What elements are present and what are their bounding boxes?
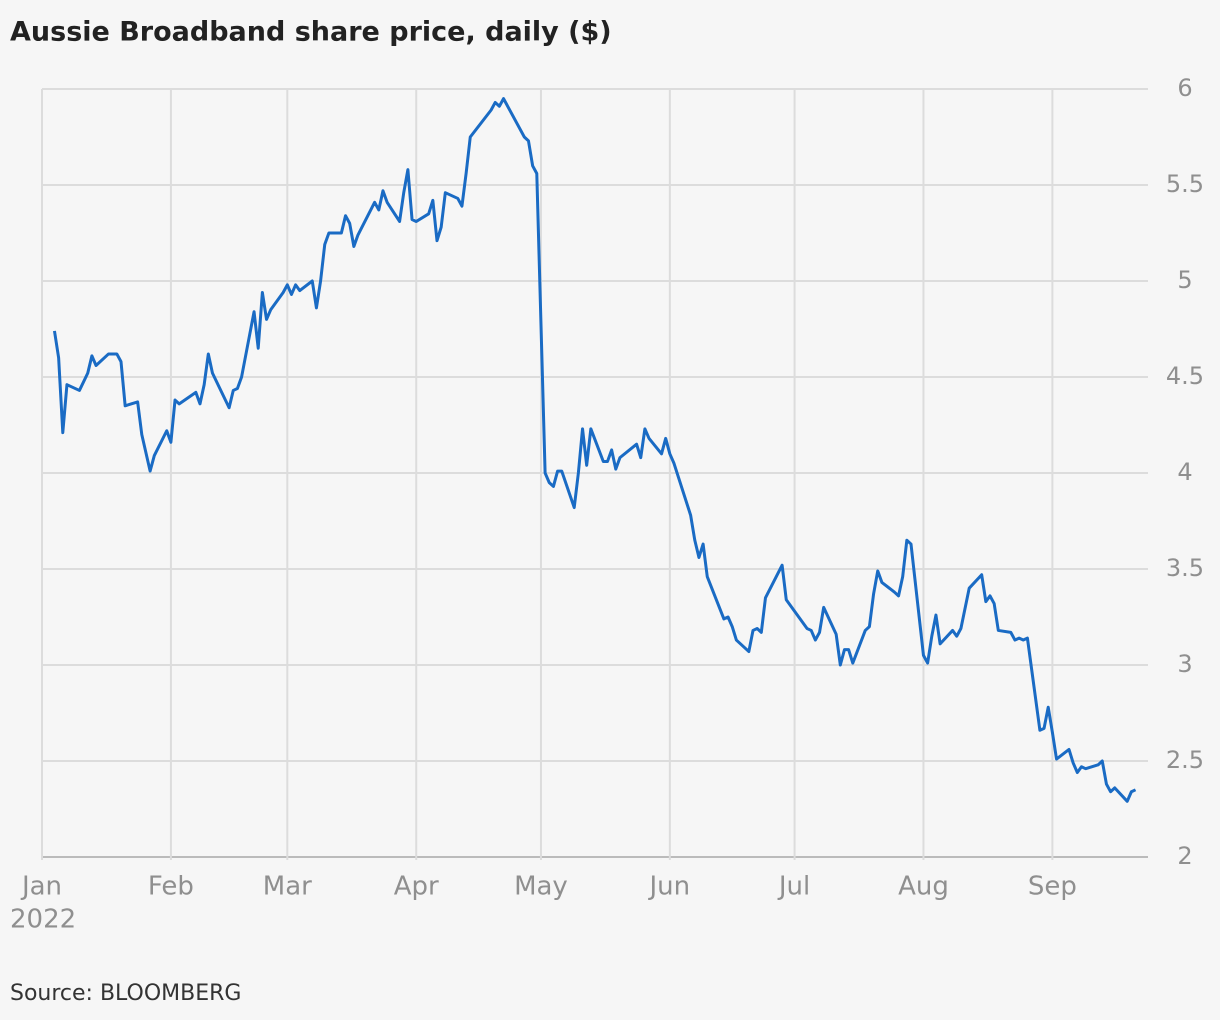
x-tick-label: Feb xyxy=(148,872,194,902)
source: Source: BLOOMBERG xyxy=(10,981,241,1006)
y-tick-label: 6 xyxy=(1177,74,1192,102)
x-tick-label: Apr xyxy=(394,872,439,902)
y-tick-label: 4.5 xyxy=(1166,362,1204,390)
y-tick-label: 4 xyxy=(1177,458,1192,486)
x-tick-label: Jun xyxy=(648,872,691,902)
y-tick-label: 5 xyxy=(1177,266,1192,294)
y-tick-label: 5.5 xyxy=(1166,170,1204,198)
x-tick-label: May xyxy=(514,872,568,902)
y-tick-label: 2.5 xyxy=(1166,746,1204,774)
x-tick-label: Jul xyxy=(777,872,810,902)
chart-title: Aussie Broadband share price, daily ($) xyxy=(10,17,612,48)
year-label: 2022 xyxy=(10,905,76,935)
x-tick-label: Jan xyxy=(20,872,62,902)
x-tick-label: Sep xyxy=(1028,872,1077,902)
y-tick-label: 3.5 xyxy=(1166,554,1204,582)
x-tick-label: Mar xyxy=(263,872,312,902)
y-tick-label: 2 xyxy=(1177,842,1192,870)
y-tick-label: 3 xyxy=(1177,650,1192,678)
price-line xyxy=(52,97,1137,803)
x-tick-label: Aug xyxy=(898,872,949,902)
